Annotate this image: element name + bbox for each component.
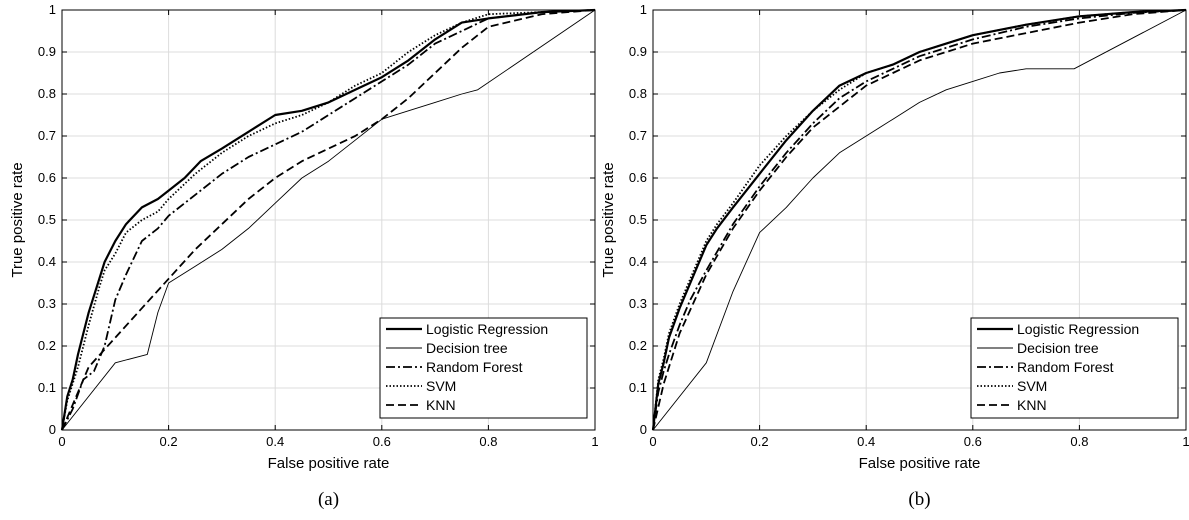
roc-panel-a: 0 0.2 0.4 0.6 0.8 1 0 0.1 0.2 0.3 0.4 0.5 0.6 0.7 0.8 0… — [9, 2, 599, 510]
x-tick-label: 0.6 — [964, 434, 982, 449]
y-axis-title: True positive rate — [9, 162, 26, 277]
y-tick-label: 0.2 — [38, 338, 56, 353]
axis-ticks: 0 0.2 0.4 0.6 0.8 1 0 0.1 0.2 0.3 0.4 0.5 0.6 0.7 0.8 0… — [629, 2, 1189, 449]
y-tick-label: 0.6 — [38, 170, 56, 185]
y-tick-label: 1 — [640, 2, 647, 17]
legend-label: Random Forest — [1017, 359, 1114, 375]
x-tick-label: 0.8 — [479, 434, 497, 449]
x-tick-label: 0.2 — [160, 434, 178, 449]
legend-label: SVM — [1017, 378, 1047, 394]
x-tick-label: 0.6 — [373, 434, 391, 449]
series-line-4 — [61, 9, 596, 431]
y-tick-label: 0.4 — [629, 254, 647, 269]
y-tick-label: 0.5 — [629, 212, 647, 227]
legend-label: Logistic Regression — [426, 321, 548, 337]
y-tick-label: 0.1 — [38, 380, 56, 395]
y-tick-label: 0.4 — [38, 254, 56, 269]
series-line-5 — [61, 9, 596, 431]
series-line-1 — [651, 8, 1187, 431]
roc-panel-b: 0 0.2 0.4 0.6 0.8 1 0 0.1 0.2 0.3 0.4 0.5 0.6 0.7 0.8 0… — [600, 2, 1189, 510]
y-tick-label: 0.8 — [38, 86, 56, 101]
series-line-1 — [60, 8, 596, 431]
y-tick-label: 0.7 — [629, 128, 647, 143]
y-tick-label: 0.6 — [629, 170, 647, 185]
panel-caption: (b) — [908, 489, 930, 510]
legend-label: KNN — [1017, 397, 1047, 413]
series-line-2 — [61, 9, 596, 431]
x-axis-title: False positive rate — [859, 455, 981, 472]
legend-label: Decision tree — [1017, 340, 1099, 356]
legend-label: Decision tree — [426, 340, 508, 356]
legend-label: Logistic Regression — [1017, 321, 1139, 337]
legend: Logistic Regression Decision tree Random F… — [970, 317, 1179, 419]
axis-ticks: 0 0.2 0.4 0.6 0.8 1 0 0.1 0.2 0.3 0.4 0.5 0.6 0.7 0.8 0… — [38, 2, 599, 449]
x-tick-label: 0 — [58, 434, 65, 449]
y-tick-label: 0.3 — [629, 296, 647, 311]
x-axis-title: False positive rate — [268, 455, 390, 472]
y-tick-label: 0.1 — [629, 380, 647, 395]
series-line-5 — [652, 9, 1187, 431]
y-tick-label: 0.8 — [629, 86, 647, 101]
x-tick-label: 1 — [1182, 434, 1189, 449]
y-tick-label: 0.7 — [38, 128, 56, 143]
legend: Logistic Regression Decision tree Random F… — [379, 317, 588, 419]
legend-label: SVM — [426, 378, 456, 394]
series-line-3 — [652, 9, 1187, 431]
y-tick-label: 0 — [49, 422, 56, 437]
y-tick-label: 0.2 — [629, 338, 647, 353]
legend-box — [970, 317, 1179, 419]
x-tick-label: 1 — [591, 434, 598, 449]
y-axis-title: True positive rate — [600, 162, 617, 277]
series-line-2 — [652, 9, 1187, 431]
x-tick-label: 0.2 — [751, 434, 769, 449]
y-tick-label: 0.5 — [38, 212, 56, 227]
series-layer — [60, 8, 596, 431]
y-tick-label: 0.9 — [38, 44, 56, 59]
x-tick-label: 0.4 — [857, 434, 875, 449]
x-tick-label: 0.4 — [266, 434, 284, 449]
legend-label: Random Forest — [426, 359, 523, 375]
series-layer — [651, 8, 1187, 431]
x-tick-label: 0.8 — [1070, 434, 1088, 449]
y-tick-label: 0.9 — [629, 44, 647, 59]
panel-caption: (a) — [318, 489, 339, 510]
legend-box — [379, 317, 588, 419]
y-tick-label: 1 — [49, 2, 56, 17]
y-tick-label: 0 — [640, 422, 647, 437]
legend-label: KNN — [426, 397, 456, 413]
y-tick-label: 0.3 — [38, 296, 56, 311]
x-tick-label: 0 — [649, 434, 656, 449]
